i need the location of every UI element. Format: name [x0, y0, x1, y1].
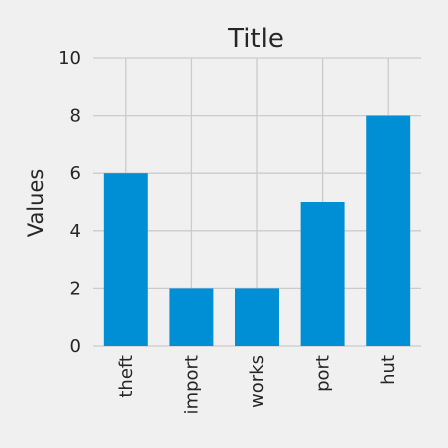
bar-import — [169, 288, 214, 346]
bars — [103, 115, 411, 346]
y-tick-label: 0 — [70, 336, 81, 357]
y-tick-label: 2 — [70, 278, 81, 299]
y-axis-title: Values — [24, 169, 48, 238]
x-tick-label: hut — [378, 355, 399, 385]
y-tick-label: 6 — [70, 163, 81, 184]
bar-works — [235, 288, 279, 346]
x-tick-label: theft — [116, 355, 137, 398]
y-tick-label: 10 — [58, 48, 81, 69]
x-tick-label: import — [181, 355, 202, 414]
chart-title: Title — [227, 24, 284, 54]
y-tick-label: 4 — [70, 221, 81, 242]
y-tick-label: 8 — [70, 106, 81, 127]
bar-port — [300, 202, 345, 346]
y-tick-labels: 0 2 4 6 8 10 — [58, 48, 81, 357]
x-tick-labels: theft import works port hut — [116, 355, 399, 414]
x-tick-label: port — [313, 355, 334, 392]
x-tick-label: works — [247, 355, 268, 408]
bar-hut — [366, 115, 411, 346]
bar-theft — [103, 173, 148, 346]
